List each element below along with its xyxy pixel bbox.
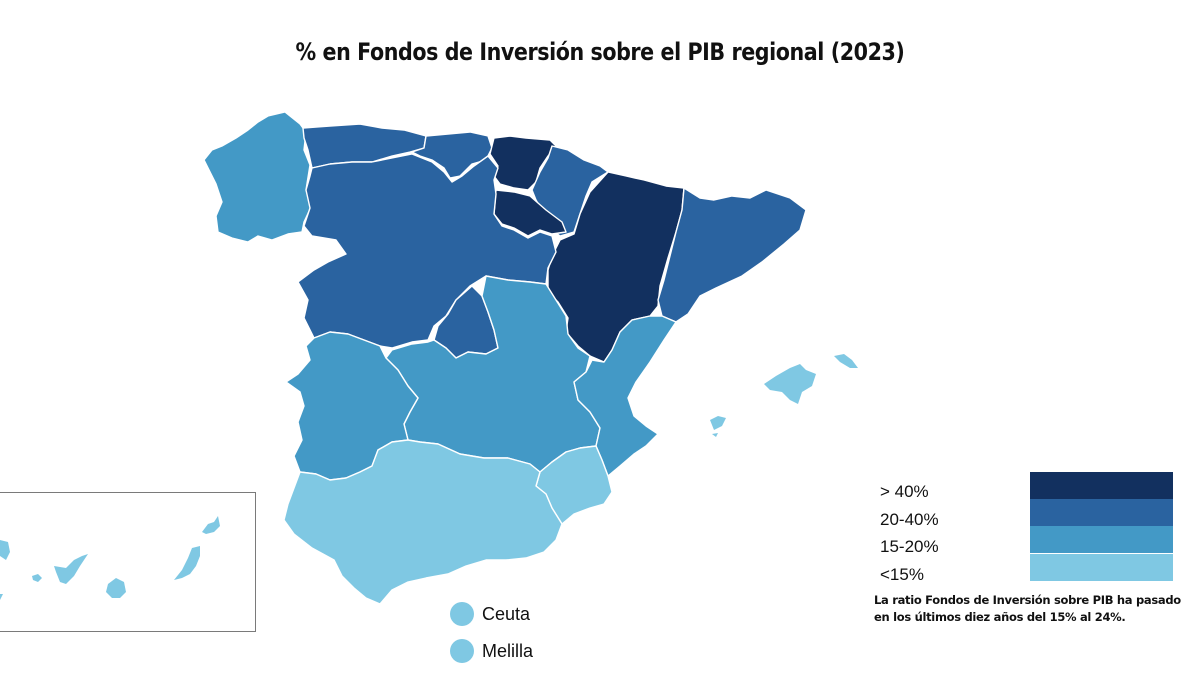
ceuta-label: Ceuta: [482, 603, 531, 624]
legend-swatch-20-40: [1030, 499, 1173, 526]
legend-label-15-20: 15-20%: [880, 537, 939, 556]
ceuta-marker-icon: [450, 602, 474, 626]
map-title: % en Fondos de Inversión sobre el PIB re…: [295, 38, 905, 66]
footnote: La ratio Fondos de Inversión sobre PIB h…: [874, 592, 1200, 626]
region-ibiza[interactable]: [710, 416, 726, 430]
region-la-rioja[interactable]: [493, 189, 567, 237]
region-cataluna[interactable]: [657, 187, 807, 323]
city-ceuta[interactable]: Ceuta: [450, 602, 530, 626]
region-asturias[interactable]: [302, 123, 427, 169]
region-menorca[interactable]: [834, 354, 858, 368]
region-galicia[interactable]: [203, 111, 313, 243]
region-la-gomera[interactable]: [32, 574, 42, 582]
legend-label-gt40: > 40%: [880, 482, 929, 501]
region-el-hierro[interactable]: [0, 594, 3, 600]
melilla-marker-icon: [450, 639, 474, 663]
region-formentera[interactable]: [712, 433, 718, 437]
region-valencia[interactable]: [573, 315, 677, 477]
region-gran-canaria[interactable]: [106, 578, 126, 598]
region-andalucia[interactable]: [283, 439, 563, 605]
legend-label-20-40: 20-40%: [880, 510, 939, 529]
melilla-label: Melilla: [482, 640, 534, 661]
legend-swatch-lt15: [1030, 554, 1173, 581]
region-tenerife[interactable]: [54, 554, 88, 584]
legend-label-lt15: <15%: [880, 565, 924, 584]
footnote-line-2: en los últimos diez años del 15% al 24%.: [874, 610, 1126, 624]
region-fuerteventura[interactable]: [174, 546, 200, 580]
region-lanzarote[interactable]: [202, 516, 220, 534]
region-mallorca[interactable]: [764, 364, 816, 404]
city-melilla[interactable]: Melilla: [450, 639, 533, 663]
canarias-inset-frame: [0, 492, 256, 632]
legend-swatch-15-20: [1030, 526, 1173, 553]
region-cantabria[interactable]: [411, 131, 493, 179]
region-la-palma[interactable]: [0, 540, 10, 560]
footnote-line-1: La ratio Fondos de Inversión sobre PIB h…: [874, 593, 1181, 607]
legend-swatch-gt40: [1030, 472, 1173, 499]
